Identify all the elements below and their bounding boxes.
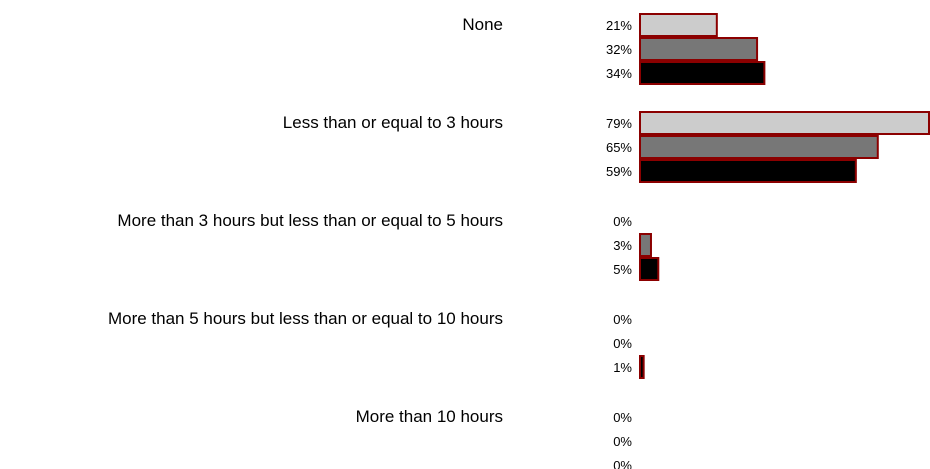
category-label: None — [462, 15, 503, 34]
category-label: More than 3 hours but less than or equal… — [117, 211, 503, 230]
value-label: 5% — [613, 262, 632, 277]
value-label: 59% — [606, 164, 632, 179]
bar — [639, 135, 879, 159]
value-label: 0% — [613, 336, 632, 351]
value-label: 34% — [606, 66, 632, 81]
bar — [639, 13, 718, 37]
value-label: 0% — [613, 410, 632, 425]
value-label: 21% — [606, 18, 632, 33]
value-label: 0% — [613, 458, 632, 469]
value-label: 65% — [606, 140, 632, 155]
bar — [639, 257, 660, 281]
category-label: More than 5 hours but less than or equal… — [108, 309, 503, 328]
value-label: 32% — [606, 42, 632, 57]
category-label: More than 10 hours — [356, 407, 503, 426]
bar — [639, 111, 930, 135]
bar — [639, 355, 645, 379]
value-label: 0% — [613, 214, 632, 229]
value-label: 1% — [613, 360, 632, 375]
bar — [639, 233, 652, 257]
value-label: 79% — [606, 116, 632, 131]
value-label: 0% — [613, 434, 632, 449]
bar — [639, 37, 759, 61]
value-label: 3% — [613, 238, 632, 253]
value-label: 0% — [613, 312, 632, 327]
category-label: Less than or equal to 3 hours — [283, 113, 503, 132]
bar — [639, 159, 857, 183]
bar — [639, 61, 766, 85]
